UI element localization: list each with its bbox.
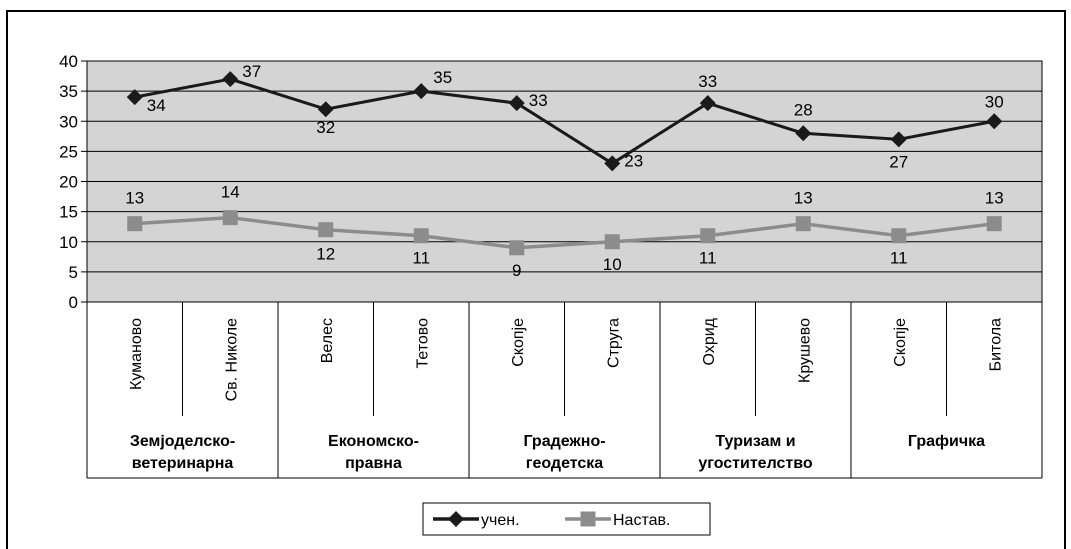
data-label: 12 [316, 245, 335, 264]
data-point [222, 210, 238, 226]
data-label: 30 [985, 92, 1004, 111]
legend-marker [448, 511, 464, 527]
legend-label: учен. [481, 512, 520, 529]
data-point [700, 228, 716, 244]
data-label: 33 [529, 91, 548, 110]
data-label: 34 [147, 96, 166, 115]
group-label: Земјоделско- [130, 433, 235, 450]
data-label: 37 [242, 62, 261, 81]
category-label: Тетово [414, 318, 431, 369]
data-label: 27 [889, 152, 908, 171]
y-tick-label: 30 [59, 112, 78, 131]
category-table: Куманово Св. Николе Велес Тетово Скопје Струг… [86, 302, 1043, 479]
data-point [986, 113, 1003, 130]
y-axis-ticks: 0 5 10 15 20 25 30 35 40 [59, 52, 87, 312]
data-label: 35 [433, 68, 452, 87]
category-label: Скопје [892, 318, 909, 367]
category-label: Св. Николе [223, 318, 240, 402]
y-tick-label: 10 [59, 233, 78, 252]
data-point [508, 95, 525, 112]
category-label: Куманово [128, 318, 145, 390]
data-label: 14 [221, 183, 240, 202]
group-label: Туризам и [715, 433, 795, 450]
y-tick-label: 0 [69, 293, 78, 312]
legend-marker [580, 511, 596, 527]
category-label: Скопје [510, 318, 527, 367]
data-label: 13 [125, 189, 144, 208]
group-label: геодетска [526, 455, 604, 472]
data-label: 23 [624, 151, 643, 170]
data-point [222, 71, 239, 88]
data-label: 9 [512, 261, 521, 280]
data-point [986, 216, 1002, 232]
y-tick-label: 15 [59, 203, 78, 222]
series-layer: 34 37 32 35 33 23 33 28 27 30 13 14 12 11 9 10 11 13 11 13 [125, 62, 1003, 280]
y-tick-label: 25 [59, 142, 78, 161]
data-point [604, 234, 620, 250]
category-label: Крушево [796, 318, 813, 383]
data-label: 32 [316, 118, 335, 137]
data-point [891, 228, 907, 244]
data-label: 13 [985, 189, 1004, 208]
group-label: правна [345, 455, 402, 472]
data-point [317, 101, 334, 118]
series-line [134, 77, 995, 165]
data-point [413, 228, 429, 244]
group-label: Графичка [908, 433, 985, 450]
y-tick-label: 40 [59, 52, 78, 71]
category-label: Велес [319, 318, 336, 363]
data-point [795, 125, 812, 142]
data-point [127, 216, 143, 232]
y-tick-label: 5 [69, 263, 78, 282]
data-point [890, 131, 907, 148]
category-label: Струга [605, 318, 622, 368]
group-label: ветеринарна [132, 455, 234, 472]
data-point [699, 95, 716, 112]
data-label: 11 [412, 249, 430, 268]
data-label: 11 [699, 249, 717, 268]
group-label: Економско- [328, 433, 419, 450]
group-label: угостителство [698, 455, 813, 472]
group-label: Градежно- [523, 433, 605, 450]
category-label: Битола [987, 318, 1004, 371]
data-label: 11 [890, 249, 908, 268]
legend: учен. Настав. [422, 502, 711, 536]
data-point [604, 155, 621, 172]
category-label: Охрид [701, 317, 718, 365]
y-tick-label: 35 [59, 82, 78, 101]
data-label: 33 [698, 72, 717, 91]
legend-label: Настав. [613, 512, 670, 529]
series-line [134, 215, 995, 250]
data-label: 10 [603, 255, 622, 274]
data-point [413, 83, 430, 100]
data-label: 28 [794, 100, 813, 119]
data-point [318, 222, 334, 238]
y-tick-label: 20 [59, 173, 78, 192]
data-point [795, 216, 811, 232]
data-point [126, 89, 143, 106]
data-label: 13 [794, 189, 813, 208]
gridlines [87, 90, 1042, 273]
data-point [509, 240, 525, 256]
